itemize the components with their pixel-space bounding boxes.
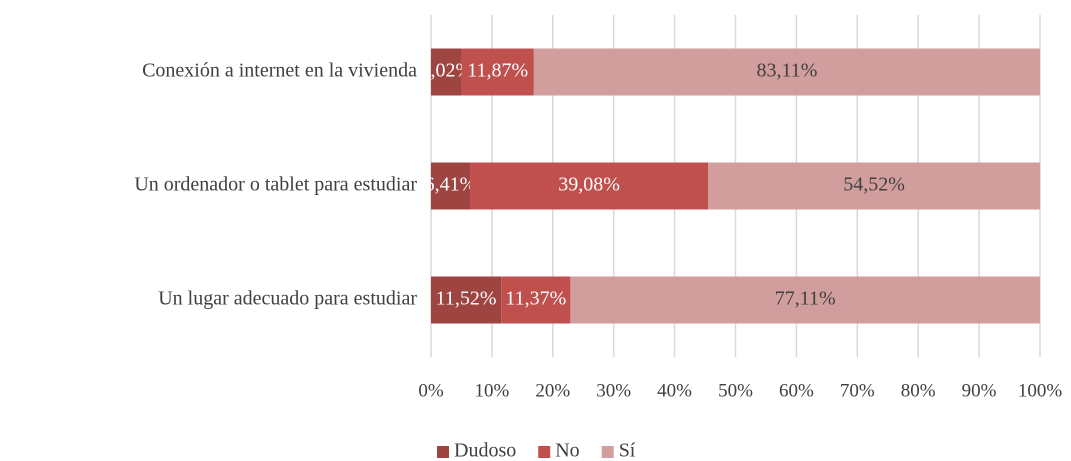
x-tick-label: 50%	[718, 380, 753, 401]
data-label: 77,11%	[775, 288, 836, 310]
x-tick-label: 40%	[657, 380, 692, 401]
data-label: 11,37%	[505, 288, 566, 310]
y-tick-label: Un lugar adecuado para estudiar	[158, 288, 417, 310]
x-tick-label: 30%	[596, 380, 631, 401]
bar-segment	[708, 162, 1041, 210]
legend-label: Dudoso	[454, 440, 516, 461]
bar-segment	[431, 48, 462, 96]
bar-segment	[570, 276, 1040, 324]
bar-segment	[431, 162, 471, 210]
data-label: 39,08%	[558, 174, 620, 196]
x-tick-label: 20%	[535, 380, 570, 401]
bar-segment	[533, 48, 1040, 96]
bar-segment	[501, 276, 571, 324]
data-label: 54,52%	[843, 174, 905, 196]
x-tick-label: 10%	[474, 380, 509, 401]
legend-label: No	[555, 440, 579, 461]
y-tick-label: Conexión a internet en la vivienda	[142, 60, 417, 82]
x-tick-label: 0%	[418, 380, 444, 401]
legend-swatch	[601, 446, 614, 458]
legend-swatch	[437, 446, 449, 458]
bar-segment	[470, 162, 709, 210]
x-tick-label: 80%	[901, 380, 936, 401]
bar-segment	[461, 48, 534, 96]
legend-label: Sí	[619, 440, 636, 461]
data-label: 5,02%	[420, 60, 472, 82]
data-label: 11,52%	[436, 288, 497, 310]
x-tick-label: 100%	[1018, 380, 1063, 401]
y-tick-label: Un ordenador o tablet para estudiar	[134, 174, 417, 196]
x-tick-label: 60%	[779, 380, 814, 401]
data-label: 83,11%	[756, 60, 817, 82]
legend-swatch	[538, 446, 551, 458]
data-label: 6,41%	[425, 174, 477, 196]
x-tick-label: 70%	[840, 380, 875, 401]
bar-segment	[431, 276, 502, 324]
x-tick-label: 90%	[962, 380, 997, 401]
data-label: 11,87%	[467, 60, 528, 82]
